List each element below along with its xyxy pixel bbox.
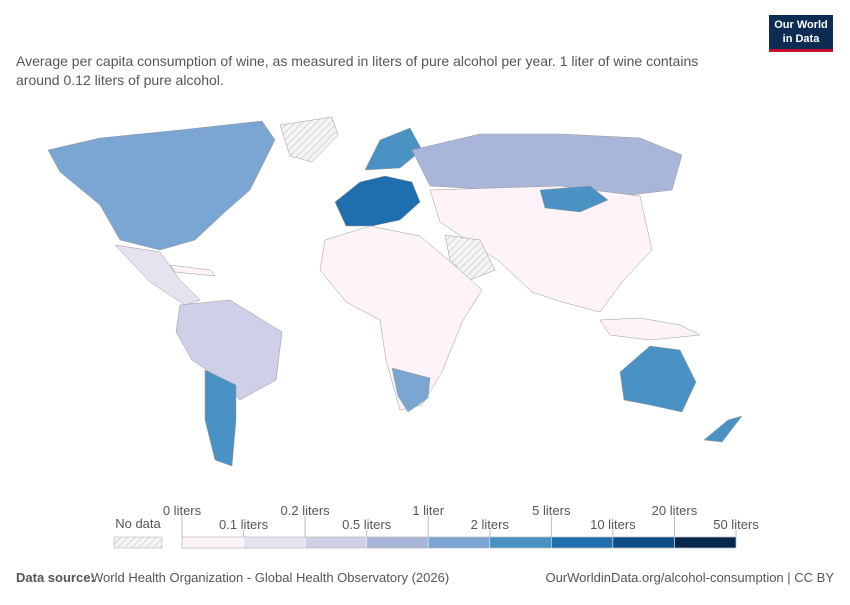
legend-label: 0.1 liters: [219, 517, 269, 532]
indonesia[interactable]: [599, 317, 701, 341]
legend-label: 0 liters: [163, 503, 202, 518]
scandinavia[interactable]: [364, 127, 423, 171]
argentina-chile[interactable]: [204, 369, 237, 467]
legend-label: 10 liters: [590, 517, 636, 532]
legend-label: No data: [115, 516, 161, 531]
mongolia[interactable]: [539, 185, 609, 213]
legend-label: 0.2 liters: [281, 503, 331, 518]
new-zealand[interactable]: [703, 415, 743, 443]
caribbean[interactable]: [169, 264, 216, 277]
legend-swatch: [181, 536, 244, 549]
logo-text: in Data: [783, 33, 821, 45]
url[interactable]: OurWorldinData.org/alcohol-consumption |…: [545, 570, 834, 585]
legend-label: 20 liters: [652, 503, 698, 518]
legend-label: 0.5 liters: [342, 517, 392, 532]
source: World Health Organization - Global Healt…: [91, 570, 449, 585]
legend: No data 0 liters 0.2 liters 1 liter 5 liter…: [113, 503, 759, 549]
europe[interactable]: [334, 175, 421, 227]
legend-label: 2 liters: [471, 517, 510, 532]
legend-swatch: [243, 536, 306, 549]
subtitle: around 0.12 liters of pure alcohol.: [16, 72, 224, 88]
legend-frame: [181, 536, 737, 549]
central-america[interactable]: [114, 244, 201, 306]
legend-label: 50 liters: [713, 517, 759, 532]
source-label: Data source:: [16, 570, 95, 585]
legend-swatch: [612, 536, 675, 549]
greenland[interactable]: [279, 116, 339, 163]
legend-swatch: [674, 536, 737, 549]
legend-swatch: [551, 536, 614, 549]
logo-text: Our World: [774, 19, 828, 31]
legend-swatch: [304, 536, 367, 549]
middle-east[interactable]: [444, 234, 496, 281]
logo[interactable]: Our World in Data: [769, 15, 833, 52]
legend-swatch: [489, 536, 552, 549]
legend-label: 5 liters: [532, 503, 571, 518]
legend-label: 1 liter: [412, 503, 444, 518]
southern-africa[interactable]: [391, 367, 431, 413]
africa[interactable]: [319, 225, 483, 411]
north-america[interactable]: [47, 120, 276, 251]
legend-swatch: [427, 536, 491, 549]
south-america[interactable]: [175, 299, 283, 401]
australia[interactable]: [619, 345, 697, 413]
legend-swatch: [366, 536, 429, 549]
world-map: [47, 116, 743, 467]
subtitle: Average per capita consumption of wine, …: [16, 53, 698, 69]
legend-swatch: [113, 536, 163, 549]
